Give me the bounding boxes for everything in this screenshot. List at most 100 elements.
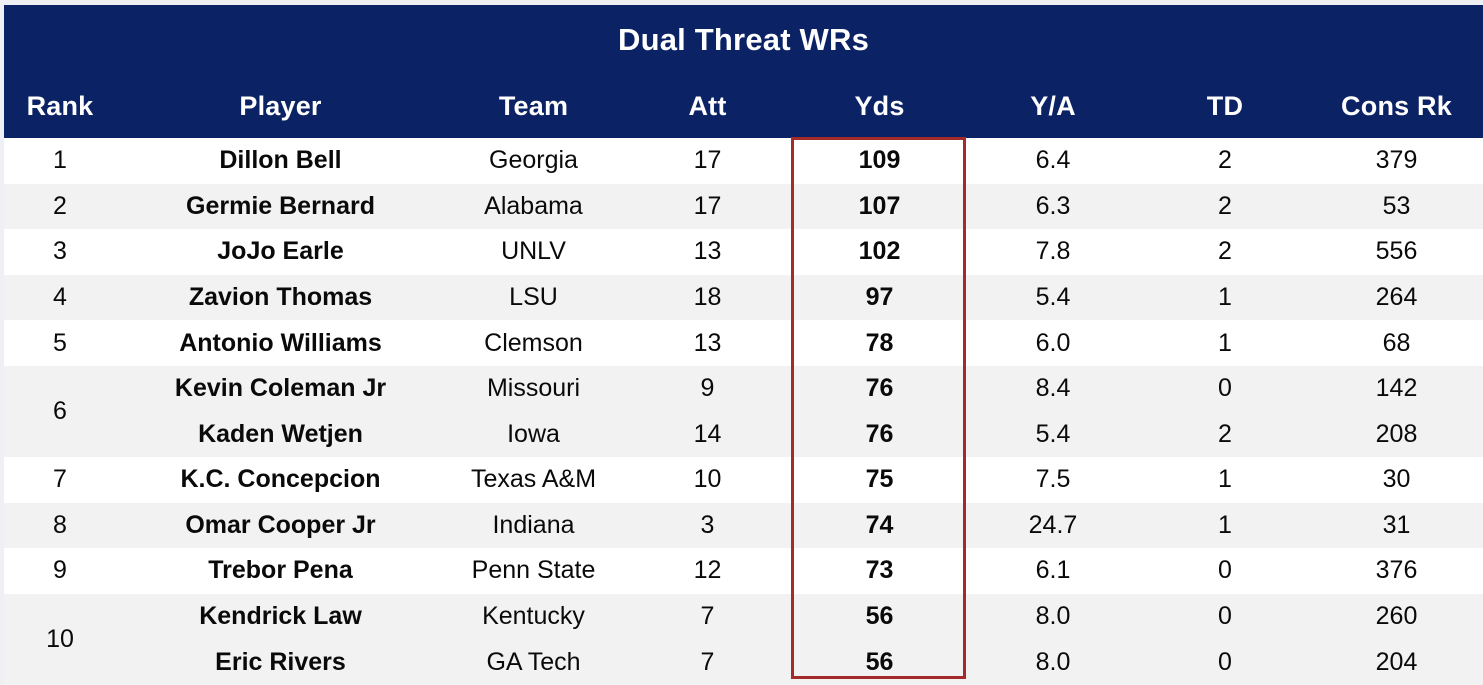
consrk-cell: 376 <box>1375 556 1418 585</box>
yds-cell: 73 <box>865 556 894 585</box>
rank-cell: 3 <box>53 237 67 266</box>
player-cell: Antonio Williams <box>179 328 382 357</box>
player-cell: JoJo Earle <box>217 237 344 266</box>
column-header-team: Team <box>445 75 622 138</box>
player-cell: Kaden Wetjen <box>198 419 363 448</box>
table-row: 9 Trebor Pena Penn State 12 73 6.1 0 376 <box>4 548 1483 594</box>
rank-cell: 5 <box>53 328 67 357</box>
team-cell: Texas A&M <box>470 465 597 494</box>
ya-cell: 8.0 <box>1035 647 1071 676</box>
yds-cell: 56 <box>865 647 894 676</box>
att-cell: 10 <box>693 465 722 494</box>
team-cell: Alabama <box>484 191 583 220</box>
table-row: 5 Antonio Williams Clemson 13 78 6.0 1 6… <box>4 320 1483 366</box>
consrk-cell: 260 <box>1375 602 1418 631</box>
table-row: 4 Zavion Thomas LSU 18 97 5.4 1 264 <box>4 274 1483 321</box>
ya-cell: 8.4 <box>1035 374 1071 403</box>
team-cell: Indiana <box>492 510 575 539</box>
rank-cell: 1 <box>53 146 67 175</box>
yds-cell: 107 <box>858 191 901 220</box>
att-cell: 17 <box>693 191 722 220</box>
team-cell: Kentucky <box>482 602 585 631</box>
player-cell: Zavion Thomas <box>188 283 373 312</box>
td-cell: 1 <box>1218 510 1232 539</box>
consrk-cell: 53 <box>1382 191 1411 220</box>
td-cell: 0 <box>1218 374 1232 403</box>
team-cell: Georgia <box>489 146 578 175</box>
ya-cell: 7.8 <box>1035 237 1071 266</box>
table-row: 7 K.C. Concepcion Texas A&M 10 75 7.5 1 … <box>4 457 1483 503</box>
consrk-cell: 208 <box>1375 419 1418 448</box>
yds-cell: 56 <box>865 602 894 631</box>
page-title: Dual Threat WRs <box>4 5 1483 75</box>
rank-cell-merged: 6 <box>53 396 67 425</box>
yds-cell: 76 <box>865 374 894 403</box>
player-cell: Eric Rivers <box>215 647 346 676</box>
team-cell: Iowa <box>507 419 560 448</box>
table-row: 2 Germie Bernard Alabama 17 107 6.3 2 53 <box>4 183 1483 230</box>
table-row: 3 JoJo Earle UNLV 13 102 7.8 2 556 <box>4 229 1483 275</box>
ya-cell: 6.0 <box>1035 328 1071 357</box>
consrk-cell: 556 <box>1375 237 1418 266</box>
dual-threat-wrs-table: Dual Threat WRs Rank Player Team Att Yds… <box>4 5 1483 685</box>
att-cell: 13 <box>693 328 722 357</box>
consrk-cell: 31 <box>1382 510 1411 539</box>
team-cell: Clemson <box>484 328 583 357</box>
player-cell: K.C. Concepcion <box>180 465 381 494</box>
table-title-row: Dual Threat WRs <box>4 5 1483 75</box>
table-row: 1 Dillon Bell Georgia 17 109 6.4 2 379 <box>4 138 1483 184</box>
consrk-cell: 30 <box>1382 465 1411 494</box>
player-cell: Trebor Pena <box>208 556 353 585</box>
ya-cell: 24.7 <box>1028 510 1078 539</box>
table-row: 6 Kevin Coleman Jr Missouri 9 76 8.4 0 1… <box>4 365 1483 425</box>
rank-cell: 2 <box>53 191 67 220</box>
team-cell: Missouri <box>486 374 581 403</box>
column-header-yds: Yds <box>793 75 966 138</box>
att-cell: 17 <box>693 146 722 175</box>
rank-cell-merged: 10 <box>46 624 74 653</box>
ya-cell: 6.4 <box>1035 146 1071 175</box>
td-cell: 2 <box>1218 419 1232 448</box>
yds-cell: 75 <box>865 465 894 494</box>
ya-cell: 7.5 <box>1035 465 1071 494</box>
rank-cell: 9 <box>53 556 67 585</box>
table-row: 8 Omar Cooper Jr Indiana 3 74 24.7 1 31 <box>4 502 1483 549</box>
td-cell: 1 <box>1218 328 1232 357</box>
table-row: Eric Rivers GA Tech 7 56 8.0 0 204 <box>4 639 1483 685</box>
player-cell: Omar Cooper Jr <box>185 510 376 539</box>
yds-cell: 74 <box>865 510 894 539</box>
player-cell: Dillon Bell <box>219 146 342 175</box>
td-cell: 2 <box>1218 191 1232 220</box>
column-header-row: Rank Player Team Att Yds Y/A TD Cons Rk <box>4 75 1483 138</box>
rank-cell: 4 <box>53 283 67 312</box>
att-cell: 7 <box>700 647 715 676</box>
team-cell: Penn State <box>471 556 596 585</box>
att-cell: 18 <box>693 283 722 312</box>
yds-cell: 102 <box>858 237 901 266</box>
td-cell: 0 <box>1218 647 1232 676</box>
table-row: Kaden Wetjen Iowa 14 76 5.4 2 208 <box>4 411 1483 458</box>
att-cell: 3 <box>700 510 715 539</box>
consrk-cell: 379 <box>1375 146 1418 175</box>
column-header-att: Att <box>622 75 793 138</box>
rank-cell: 8 <box>53 510 67 539</box>
td-cell: 1 <box>1218 283 1232 312</box>
yds-cell: 78 <box>865 328 894 357</box>
consrk-cell: 142 <box>1375 374 1418 403</box>
rank-cell: 7 <box>53 465 67 494</box>
ya-cell: 5.4 <box>1035 419 1071 448</box>
team-cell: UNLV <box>501 237 566 266</box>
player-cell: Kendrick Law <box>199 602 362 631</box>
td-cell: 1 <box>1218 465 1232 494</box>
column-header-rank: Rank <box>4 75 116 138</box>
column-header-consrk: Cons Rk <box>1310 75 1483 138</box>
ya-cell: 8.0 <box>1035 602 1071 631</box>
yds-cell: 76 <box>865 419 894 448</box>
player-cell: Germie Bernard <box>186 191 375 220</box>
td-cell: 2 <box>1218 146 1232 175</box>
ya-cell: 5.4 <box>1035 283 1071 312</box>
ya-cell: 6.3 <box>1035 191 1071 220</box>
column-header-td: TD <box>1140 75 1310 138</box>
yds-cell: 109 <box>858 146 901 175</box>
